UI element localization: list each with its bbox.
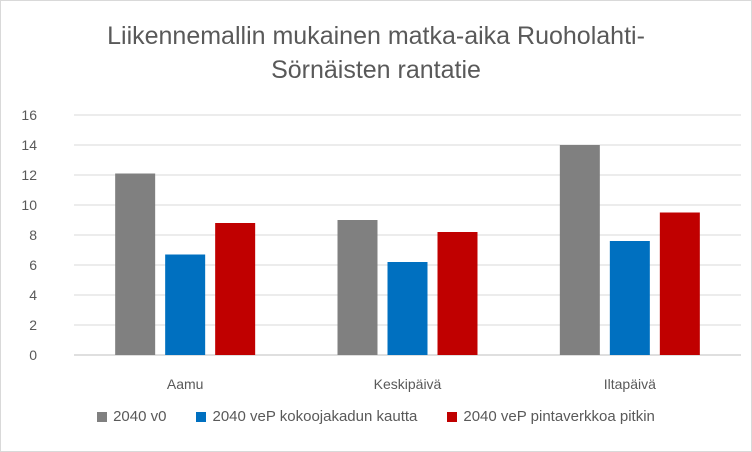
plot-area: 0 2 4 6 8 10 12 14 16 Aamu Keskipäivä Iltapäivä <box>21 107 741 392</box>
chart-title-line-1: Liikennemallin mukainen matka-aika Ruoho… <box>107 22 645 50</box>
y-tick-label-8: 8 <box>29 227 37 243</box>
legend-swatch-2040-vep-pintaverkkoa <box>447 411 458 422</box>
legend: 2040 v0 2040 veP kokoojakadun kautta 204… <box>1 408 751 425</box>
bar-0-2 <box>215 223 256 355</box>
y-tick-label-6: 6 <box>29 257 37 273</box>
legend-item-2040-v0: 2040 v0 <box>97 408 166 425</box>
y-tick-label-0: 0 <box>29 347 37 363</box>
x-category-label-2: Iltapäivä <box>604 376 656 392</box>
x-axis-categories: Aamu Keskipäivä Iltapäivä <box>167 376 656 392</box>
y-tick-label-14: 14 <box>21 137 37 153</box>
legend-swatch-2040-v0 <box>97 411 108 422</box>
y-tick-label-2: 2 <box>29 317 37 333</box>
y-tick-label-16: 16 <box>21 107 37 123</box>
bar-0-0 <box>115 173 156 355</box>
y-axis-ticks: 0 2 4 6 8 10 12 14 16 <box>21 107 37 363</box>
legend-item-2040-vep-pintaverkkoa: 2040 veP pintaverkkoa pitkin <box>447 408 655 425</box>
bar-2-0 <box>559 145 600 355</box>
y-tick-label-12: 12 <box>21 167 37 183</box>
bar-0-1 <box>165 254 206 355</box>
bar-1-1 <box>387 262 428 355</box>
chart-title: Liikennemallin mukainen matka-aika Ruoho… <box>1 19 751 87</box>
legend-label-2040-v0: 2040 v0 <box>113 408 167 425</box>
legend-swatch-2040-vep-kokoojakadun <box>196 411 207 422</box>
chart-title-line-2: Sörnäisten rantatie <box>271 56 481 84</box>
legend-item-2040-vep-kokoojakadun: 2040 veP kokoojakadun kautta <box>196 408 417 425</box>
bar-1-0 <box>337 220 378 355</box>
legend-label-2040-vep-pintaverkkoa: 2040 veP pintaverkkoa pitkin <box>463 408 655 425</box>
bar-1-2 <box>437 232 478 355</box>
bar-2-1 <box>609 241 650 355</box>
bar-2-2 <box>659 212 700 355</box>
bars <box>115 145 700 355</box>
y-tick-label-4: 4 <box>29 287 37 303</box>
legend-label-2040-vep-kokoojakadun: 2040 veP kokoojakadun kautta <box>212 408 418 425</box>
x-category-label-1: Keskipäivä <box>374 376 442 392</box>
x-category-label-0: Aamu <box>167 376 204 392</box>
y-tick-label-10: 10 <box>21 197 37 213</box>
